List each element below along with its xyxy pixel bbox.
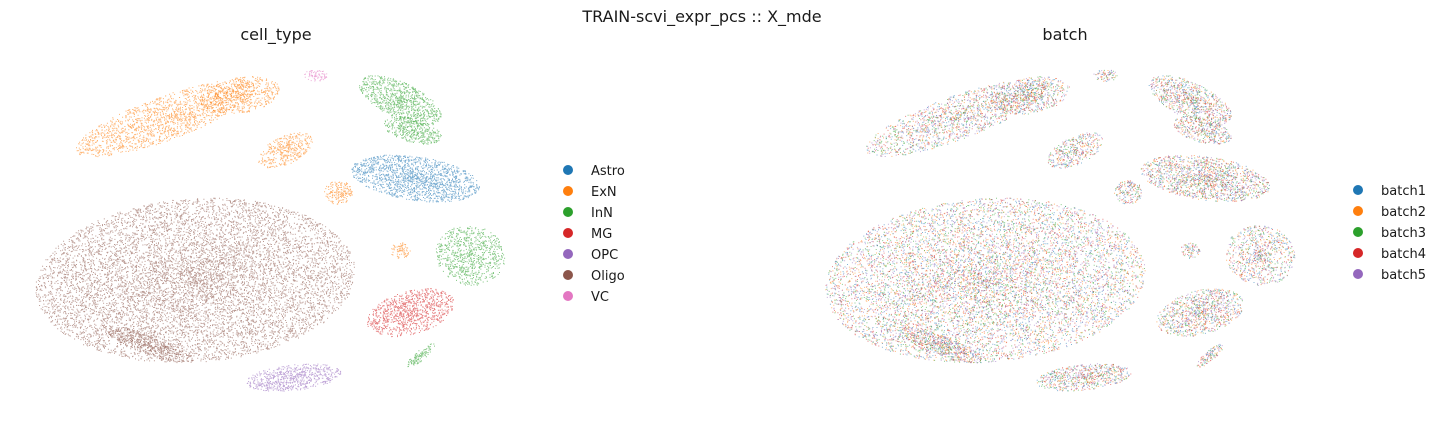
cluster-bottom [246,363,342,392]
cluster-top-right-b-batch2 [1174,117,1230,144]
cluster-small-a-batch3 [1115,181,1141,204]
legend-label-ExN: ExN [591,185,617,200]
cluster-top-right-b [384,116,442,145]
legend-batch: batch1 batch2 batch3 batch4 batch5 [1353,184,1426,283]
cluster-right-lower-batch5 [1226,225,1296,286]
cluster-mid-small-batch3 [1048,132,1102,167]
cluster-tiny-mid-batch1 [1185,246,1200,259]
cluster-right-mid [351,154,480,203]
cluster-bottom-batch2 [1036,363,1128,391]
legend-marker-batch3 [1353,227,1363,237]
cluster-lower-tail-batch5 [898,328,982,364]
legend-label-batch2: batch2 [1381,205,1426,220]
cluster-tiny-top-batch1 [1095,70,1114,82]
cluster-upper-mid-batch5 [991,76,1069,115]
legend-label-batch4: batch4 [1381,247,1426,262]
cluster-right-lower-batch4 [1226,225,1293,284]
cluster-lower-tail-batch2 [901,327,981,364]
legend-label-MG: MG [591,227,612,242]
cluster-bottom-right-batch3 [1158,289,1243,337]
legend-label-batch3: batch3 [1381,226,1426,241]
panel-title-batch: batch [1042,25,1087,44]
cluster-upper-mid-batch2 [991,77,1064,115]
cluster-upper-mid [200,76,280,115]
cluster-bottom-right-batch4 [1159,289,1242,337]
cluster-top-right [359,75,442,126]
cluster-large-batch3 [826,197,1145,363]
cluster-tiny-top-batch2 [1095,70,1116,82]
legend-marker-ExN [563,186,573,196]
cluster-large [35,197,355,364]
cluster-right-lower [435,226,506,286]
cluster-top-right-batch1 [1148,75,1232,123]
cluster-bottom-batch5 [1044,363,1128,392]
legend-marker-MG [563,228,573,238]
cluster-right-mid-batch1 [1141,155,1270,202]
scatter-embedding-cell-type [35,70,506,392]
legend-marker-InN [563,207,573,217]
legend-cell-type: Astro ExN InN MG OPC Oligo VC [563,164,625,305]
legend-marker-Oligo [563,270,573,280]
cluster-tiny-mid-batch4 [1181,244,1200,257]
cluster-upper-mid-batch3 [991,76,1069,115]
cluster-upper-left [76,80,255,158]
cluster-mid-small-batch1 [1051,132,1101,169]
legend-marker-OPC [563,249,573,259]
scatter-embedding-batch [825,69,1296,392]
legend-marker-batch1 [1353,185,1363,195]
panel-cell-type: cell_type Astro ExN InN MG OPC Oligo VC [35,25,625,392]
cluster-bottom-right [367,288,454,338]
cluster-lower-tail [108,327,194,363]
cluster-tiny-top-batch4 [1097,72,1115,82]
cluster-small-a-batch4 [1117,180,1140,204]
cluster-mid-small-batch2 [1047,133,1101,168]
legend-marker-batch4 [1353,248,1363,258]
legend-marker-batch5 [1353,269,1363,279]
legend-label-Oligo: Oligo [591,269,625,284]
legend-marker-batch2 [1353,206,1363,216]
cluster-mid-small [258,132,313,169]
cluster-lower-right-tail-batch4 [1197,346,1222,368]
cluster-large-batch1 [826,197,1144,364]
panel-batch: batch batch1 batch2 batch3 batch4 batch5 [825,25,1426,392]
cluster-tiny-top [304,70,328,82]
cluster-small-a-batch5 [1116,181,1142,204]
cluster-bottom-right-batch5 [1159,288,1243,337]
legend-label-InN: InN [591,206,613,221]
cluster-lower-right-tail-batch2 [1199,346,1222,367]
legend-label-batch5: batch5 [1381,268,1426,283]
legend-label-batch1: batch1 [1381,184,1426,199]
cluster-top-right-b-batch3 [1175,117,1230,145]
cluster-upper-left-batch4 [867,82,1044,157]
legend-marker-VC [563,291,573,301]
cluster-lower-right-tail-batch3 [1196,345,1223,367]
cluster-tiny-mid [391,242,411,259]
cluster-small-a [324,181,353,205]
legend-marker-Astro [563,165,573,175]
cluster-bottom-batch3 [1038,364,1127,392]
figure-suptitle: TRAIN-scvi_expr_pcs :: X_mde [581,7,821,27]
cluster-large-batch5 [826,197,1145,363]
legend-label-OPC: OPC [591,248,618,263]
cluster-lower-right-tail [407,343,435,368]
cluster-upper-left-batch3 [866,80,1045,156]
legend-label-VC: VC [591,290,609,305]
legend-label-Astro: Astro [591,164,625,179]
cluster-top-right-batch4 [1150,77,1232,126]
panel-title-cell-type: cell_type [240,25,311,45]
cluster-right-mid-batch3 [1140,155,1269,202]
cluster-upper-left-batch1 [866,80,1039,157]
